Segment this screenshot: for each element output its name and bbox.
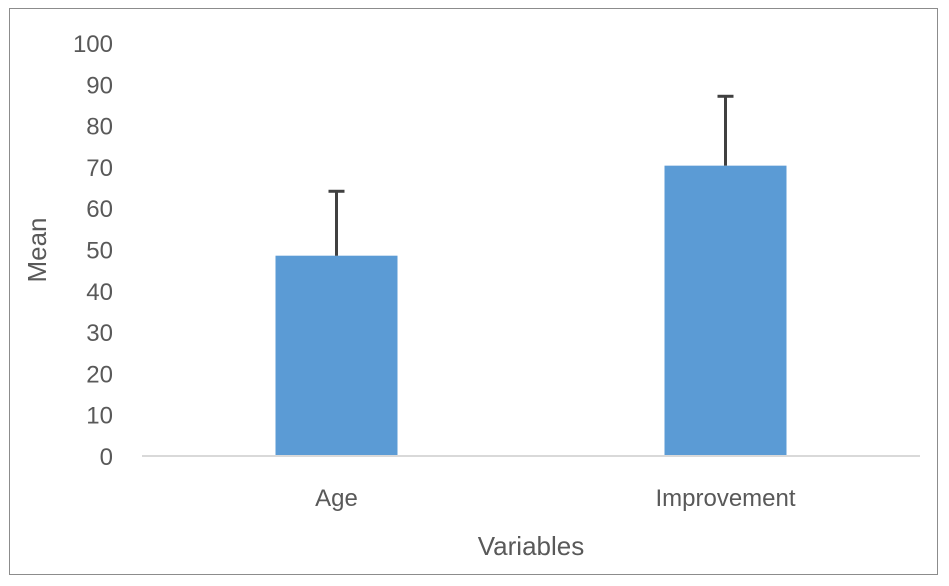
x-tick-labels: Age Improvement: [315, 485, 796, 512]
y-tick-labels: 0 10 20 30 40 50 60 70 80 90 100: [73, 31, 113, 471]
bars: [275, 165, 787, 456]
y-tick-label: 60: [86, 196, 113, 223]
y-tick-label: 40: [86, 279, 113, 306]
y-tick-label: 70: [86, 155, 113, 182]
x-tick-label: Improvement: [655, 485, 795, 512]
x-axis-title: Variables: [478, 531, 584, 561]
y-tick-label: 80: [86, 114, 113, 141]
y-tick-label: 30: [86, 320, 113, 347]
y-axis-title: Mean: [22, 217, 52, 282]
bar-age: [275, 255, 398, 456]
y-tick-label: 0: [100, 444, 113, 471]
y-tick-label: 50: [86, 238, 113, 265]
bar-improvement: [664, 165, 787, 456]
y-tick-label: 90: [86, 72, 113, 99]
y-tick-label: 10: [86, 403, 113, 430]
y-tick-label: 20: [86, 361, 113, 388]
error-bars: [328, 94, 734, 256]
x-tick-label: Age: [315, 485, 358, 512]
y-tick-label: 100: [73, 31, 113, 58]
